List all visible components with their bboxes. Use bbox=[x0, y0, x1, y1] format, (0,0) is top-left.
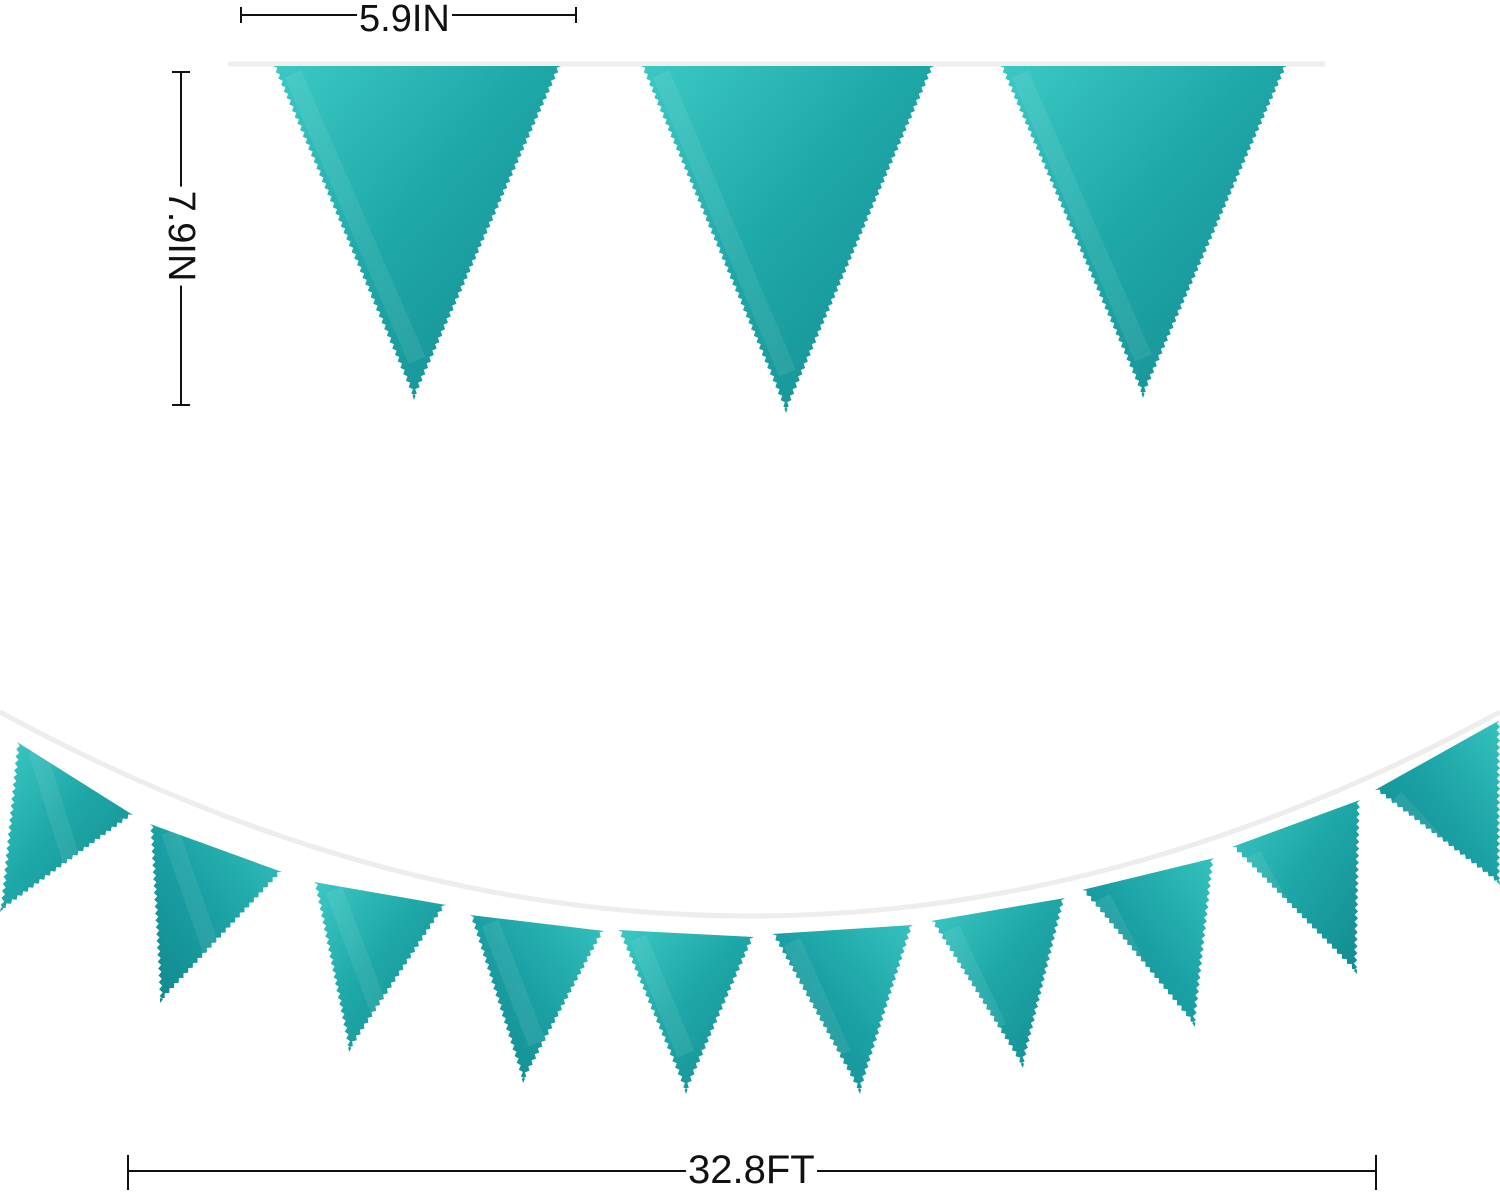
closeup-pennant-1 bbox=[273, 66, 561, 400]
closeup-pennant-2 bbox=[641, 66, 934, 413]
pennant-width-label: 5.9IN bbox=[357, 0, 452, 40]
banner-pennant-10-sheen bbox=[1388, 791, 1445, 852]
banner-pennant-group bbox=[0, 720, 1500, 1094]
banner-pennant-7 bbox=[931, 898, 1065, 1068]
banner-pennant-2 bbox=[150, 824, 282, 1003]
closeup-pennant-1-sheen bbox=[284, 70, 426, 364]
banner-pennant-4-sheen bbox=[481, 919, 546, 1047]
banner-pennant-9-sheen bbox=[1244, 850, 1304, 939]
banner-pennant-8-sheen bbox=[1094, 893, 1156, 992]
banner-string bbox=[0, 709, 1500, 919]
banner-pennant-5-sheen bbox=[629, 934, 695, 1058]
closeup-pennant-3-sheen bbox=[1011, 70, 1152, 362]
banner-pennant-10 bbox=[1375, 720, 1500, 885]
banner-pennant-1-sheen bbox=[28, 747, 84, 875]
banner-pennant-1 bbox=[0, 742, 133, 912]
closeup-pennant-3 bbox=[1000, 66, 1287, 398]
banner-pennant-2-sheen bbox=[161, 829, 225, 966]
closeup-pennant-2-sheen bbox=[652, 70, 796, 377]
banner-pennant-3-sheen bbox=[325, 886, 389, 1016]
banner-pennant-5 bbox=[618, 930, 754, 1094]
banner-pennant-7-sheen bbox=[942, 925, 1007, 1032]
closeup-pennant-group bbox=[273, 66, 1287, 413]
pennant-height-label: 7.9IN bbox=[160, 186, 202, 286]
banner-length-label: 32.8FT bbox=[686, 1148, 817, 1192]
banner-pennant-4 bbox=[470, 915, 604, 1083]
banner-pennant-3 bbox=[314, 882, 446, 1052]
banner-pennant-6 bbox=[772, 925, 913, 1094]
banner-pennant-6-sheen bbox=[783, 938, 851, 1058]
banner-pennant-8 bbox=[1082, 858, 1214, 1027]
banner-pennant-9 bbox=[1232, 800, 1360, 974]
